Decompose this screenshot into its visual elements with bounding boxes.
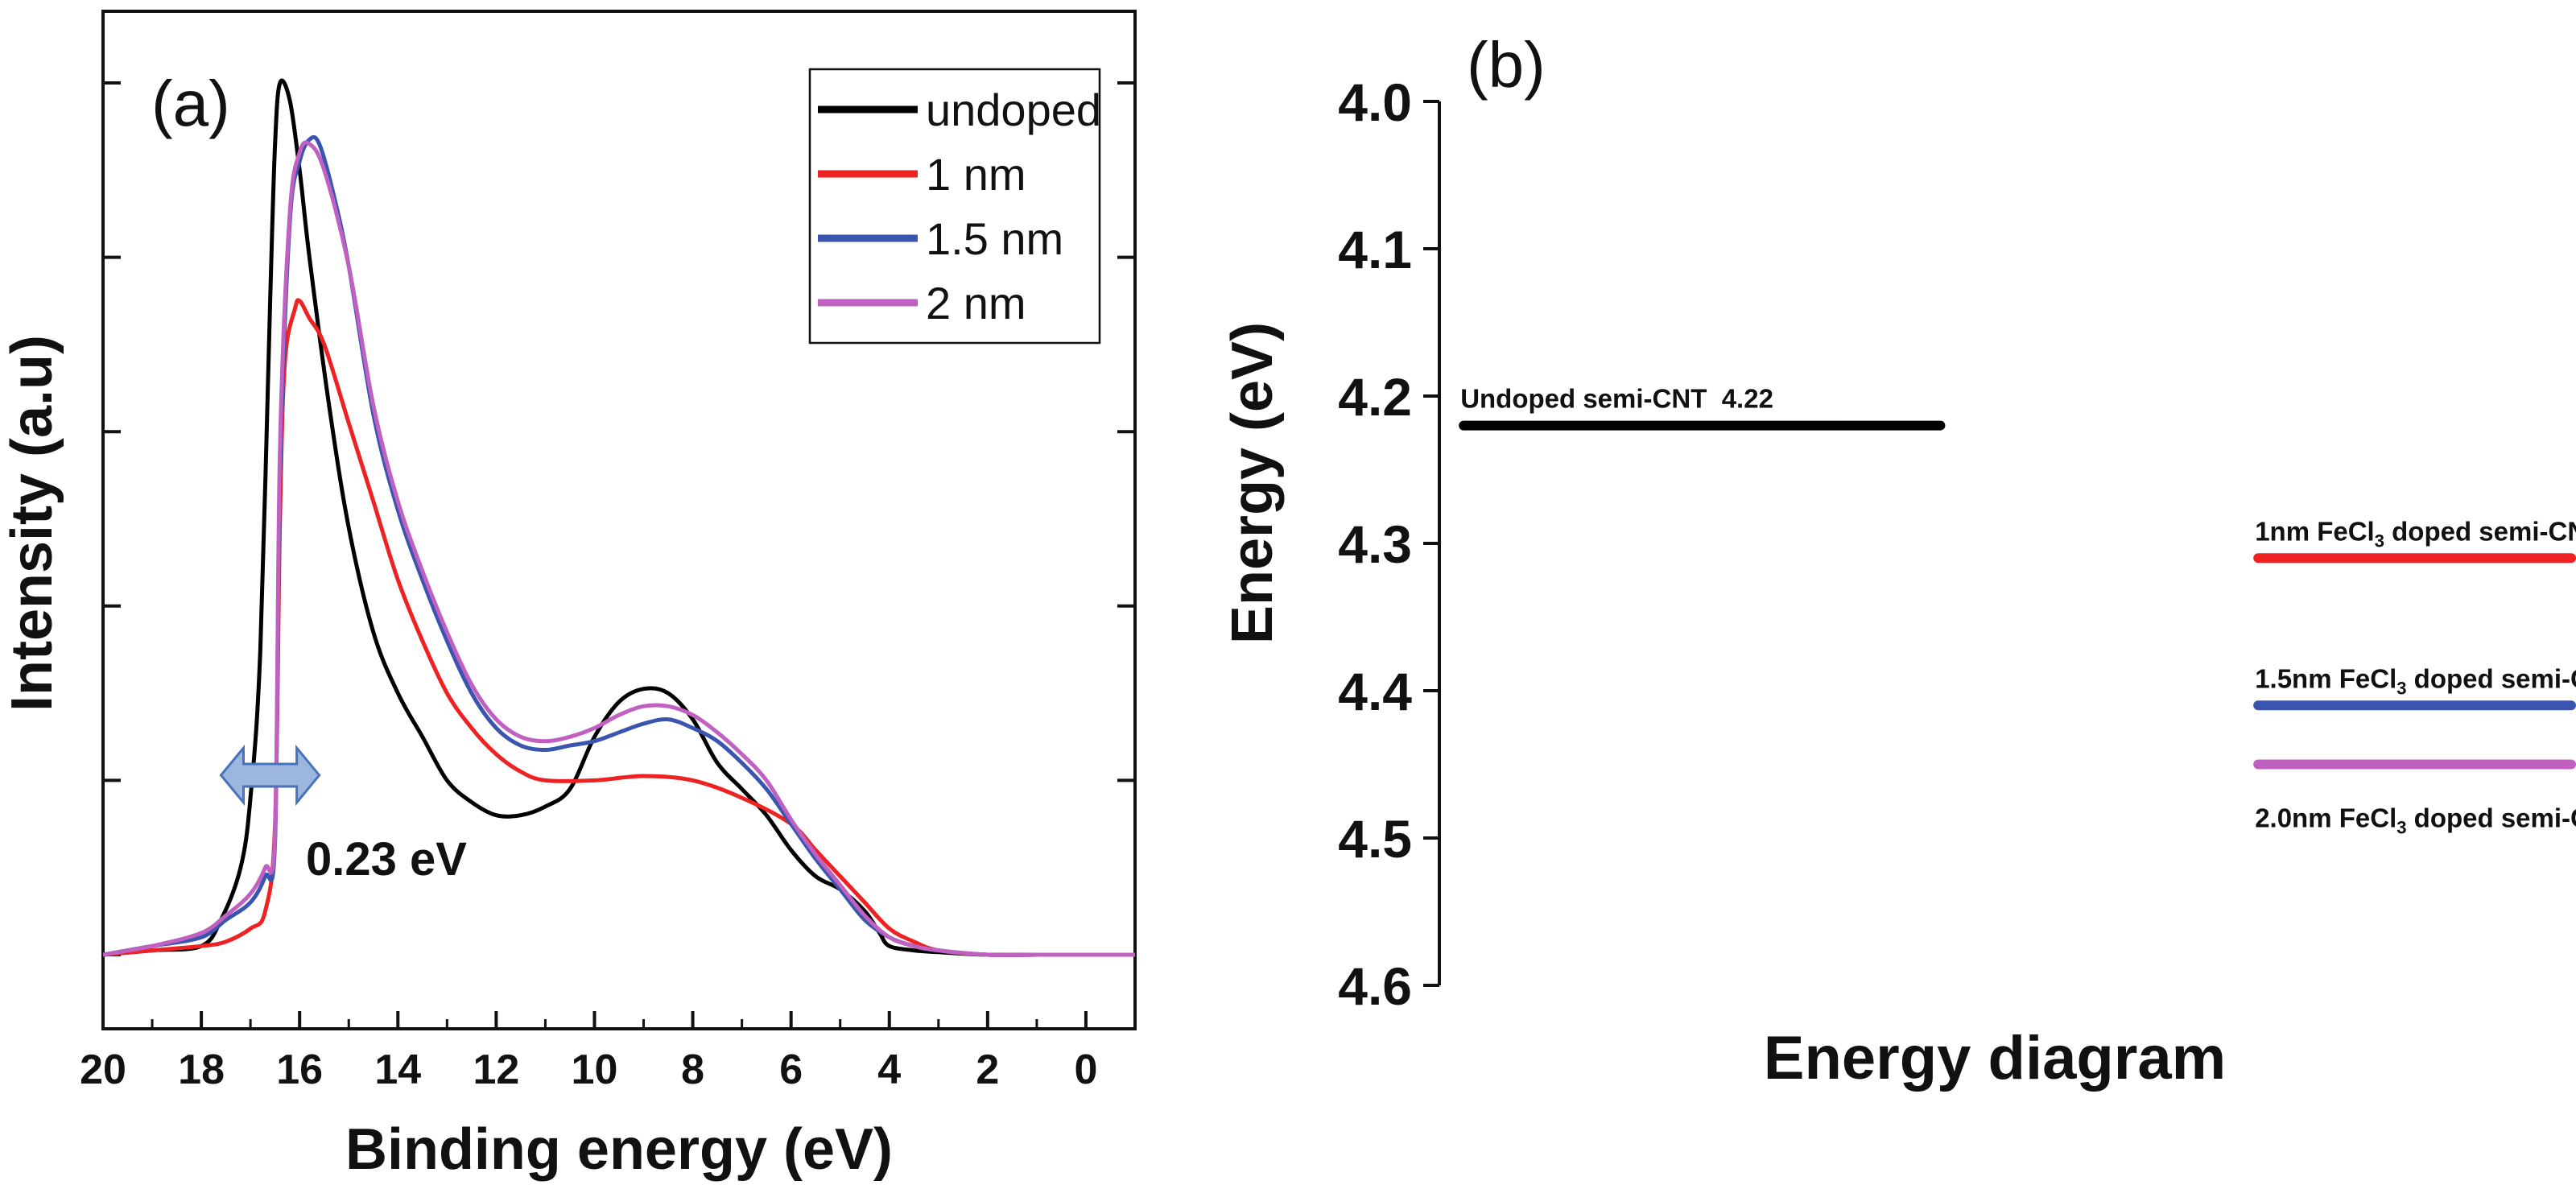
y-axis-title-a: Intensity (a.u) xyxy=(0,335,64,712)
panel-b-energy-diagram: 4.0 4.1 4.2 4.3 4.4 4.5 4.6 Undoped semi-CNT 4… xyxy=(1220,29,2576,1092)
y-axis-title-b: Energy (eV) xyxy=(1220,322,1285,644)
series-group-a xyxy=(102,78,1135,957)
energy-level-label: 1nm FeCl3 doped semi-CNT 4.31 xyxy=(2255,516,2576,551)
y-axis-ticks-b: 4.0 4.1 4.2 4.3 4.4 4.5 4.6 xyxy=(1338,72,1439,1016)
y-tick-label-b: 4.1 xyxy=(1338,220,1412,279)
x-tick-label: 12 xyxy=(473,1047,519,1093)
y-tick-label-b: 4.3 xyxy=(1338,514,1412,574)
energy-level-label: Undoped semi-CNT 4.22 xyxy=(1460,384,1773,414)
panel-a-xps-spectra: 20 18 16 14 12 10 8 6 4 2 0 (a) Binding energy (eV… xyxy=(0,10,1137,1182)
y-tick-label-b: 4.0 xyxy=(1338,72,1412,132)
x-axis-ticks-a: 20 18 16 14 12 10 8 6 4 2 0 xyxy=(80,1011,1137,1093)
x-tick-label: 2 xyxy=(976,1047,999,1093)
legend-label: 1.5 nm xyxy=(926,213,1063,264)
y-tick-label-b: 4.5 xyxy=(1338,809,1412,869)
series-line-1-nm xyxy=(102,298,1135,957)
series-line-undoped xyxy=(102,78,1135,957)
energy-level-label: 2.0nm FeCl3 doped semi-CNT 4.45 xyxy=(2255,803,2576,838)
legend-label: undoped xyxy=(926,85,1101,135)
x-axis-title-a: Binding energy (eV) xyxy=(345,1117,893,1182)
x-tick-label: 10 xyxy=(572,1047,618,1093)
x-tick-label: 18 xyxy=(178,1047,225,1093)
annotation-label: 0.23 eV xyxy=(306,833,467,886)
legend-a: undoped 1 nm 1.5 nm 2 nm xyxy=(808,68,1101,345)
panel-label-a: (a) xyxy=(151,68,230,139)
energy-level-label: 1.5nm FeCl3 doped semi-CNT 4.41 xyxy=(2255,663,2576,698)
x-tick-label: 0 xyxy=(1074,1047,1097,1093)
y-tick-label-b: 4.4 xyxy=(1338,662,1412,721)
double-arrow-icon xyxy=(219,744,321,807)
y-tick-label-b: 4.6 xyxy=(1338,956,1412,1016)
x-tick-label: 4 xyxy=(877,1047,901,1093)
x-tick-label: 14 xyxy=(374,1047,421,1093)
y-tick-label-b: 4.2 xyxy=(1338,367,1412,427)
energy-levels: Undoped semi-CNT 4.22 1nm FeCl3 doped sem… xyxy=(1459,384,2576,838)
x-tick-label: 16 xyxy=(276,1047,323,1093)
x-tick-label: 20 xyxy=(80,1047,126,1093)
x-tick-label: 8 xyxy=(681,1047,704,1093)
x-tick-label: 6 xyxy=(779,1047,803,1093)
series-line-2-nm xyxy=(102,140,1135,957)
x-axis-title-b: Energy diagram xyxy=(1764,1024,2226,1092)
legend-label: 1 nm xyxy=(926,149,1026,200)
plot-frame-a xyxy=(101,10,1137,1030)
legend-label: 2 nm xyxy=(926,278,1026,328)
panel-label-b: (b) xyxy=(1467,29,1546,101)
annotation-shift: 0.23 eV xyxy=(219,744,467,886)
legend-box xyxy=(808,68,1101,345)
